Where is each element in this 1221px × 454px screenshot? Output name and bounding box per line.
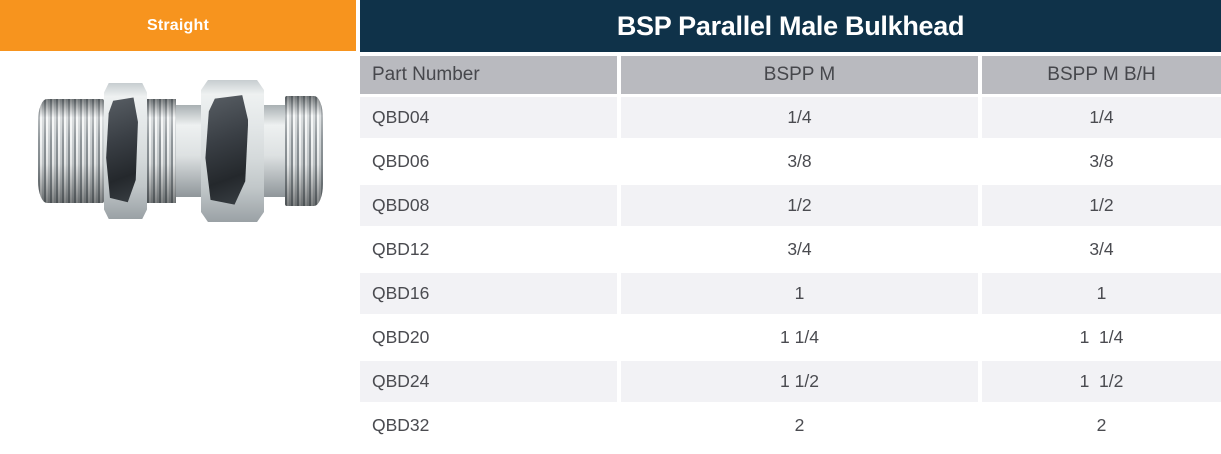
size-cell: 1 <box>982 273 1221 314</box>
size-cell: 3/8 <box>982 141 1221 182</box>
part-number-cell: QBD24 <box>360 361 617 402</box>
size-cell: 1 1/2 <box>982 361 1221 402</box>
fitting-thread-right <box>285 96 323 206</box>
size-cell: 3/8 <box>621 141 978 182</box>
size-cell: 1 1/2 <box>621 361 978 402</box>
category-banner: Straight <box>0 0 356 51</box>
spec-table: Part Number BSPP M BSPP M B/H QBD04 1/4 1/… <box>360 56 1221 446</box>
fitting-body-hex <box>201 80 264 222</box>
size-cell: 3/4 <box>621 229 978 270</box>
part-number-cell: QBD20 <box>360 317 617 358</box>
product-image <box>38 76 323 226</box>
size-cell: 1 <box>621 273 978 314</box>
part-number-cell: QBD12 <box>360 229 617 270</box>
size-cell: 2 <box>621 405 978 446</box>
fitting-locknut-hex <box>104 83 147 219</box>
part-number-cell: QBD06 <box>360 141 617 182</box>
size-cell: 1/4 <box>982 97 1221 138</box>
locknut-facet <box>106 97 138 203</box>
size-cell: 2 <box>982 405 1221 446</box>
size-cell: 1/2 <box>982 185 1221 226</box>
part-number-cell: QBD16 <box>360 273 617 314</box>
size-cell: 1 1/4 <box>982 317 1221 358</box>
size-cell: 1/4 <box>621 97 978 138</box>
size-cell: 1 1/4 <box>621 317 978 358</box>
size-cell: 1/2 <box>621 185 978 226</box>
part-number-cell: QBD04 <box>360 97 617 138</box>
category-label: Straight <box>146 16 210 34</box>
column-header-bspp-m: BSPP M <box>621 56 978 94</box>
fitting-thread-left <box>38 99 104 203</box>
column-header-part-number: Part Number <box>360 56 617 94</box>
title-bar: BSP Parallel Male Bulkhead <box>360 0 1221 52</box>
page-title: BSP Parallel Male Bulkhead <box>616 10 965 41</box>
body-hex-facet <box>205 95 249 205</box>
column-header-bspp-m-bh: BSPP M B/H <box>982 56 1221 94</box>
part-number-cell: QBD08 <box>360 185 617 226</box>
fitting-collar-left <box>176 105 201 197</box>
fitting-thread-middle <box>147 99 176 203</box>
fitting-collar-right <box>264 105 285 197</box>
part-number-cell: QBD32 <box>360 405 617 446</box>
size-cell: 3/4 <box>982 229 1221 270</box>
